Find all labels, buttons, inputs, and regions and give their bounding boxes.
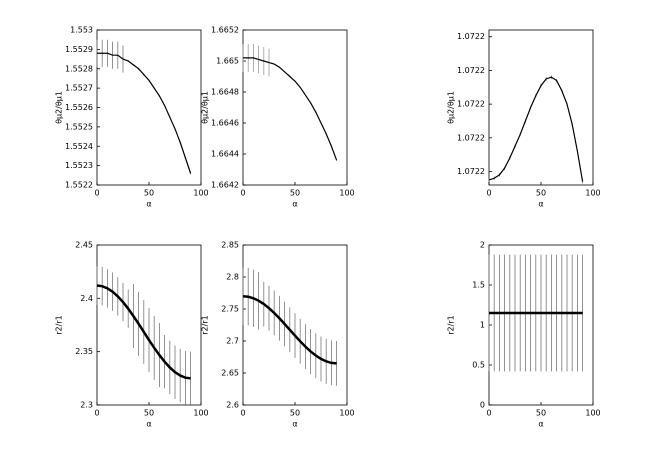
x-axis-label: α (538, 420, 543, 429)
y-tick-label: 1.5529 (65, 45, 93, 54)
y-tick-label: 1.5522 (65, 181, 93, 190)
curve (243, 57, 338, 161)
x-tick-label: 0 (486, 409, 491, 418)
x-tick-label: 50 (536, 409, 546, 418)
y-tick-label: 2.35 (75, 347, 93, 356)
y-axis-label: θμ2/θμ1 (201, 91, 210, 124)
y-tick-label: 1.0722 (457, 66, 485, 75)
curve (96, 284, 191, 380)
x-tick-label: 100 (585, 189, 600, 198)
x-tick-label: 0 (240, 189, 245, 198)
y-tick-label: 2.6 (226, 401, 239, 410)
x-tick-label: 0 (94, 189, 99, 198)
y-tick-label: 1.6646 (211, 119, 239, 128)
y-tick-label: 2.7 (226, 337, 239, 346)
y-axis-label: θμ2/θμ1 (447, 91, 456, 124)
y-tick-label: 1.0722 (457, 133, 485, 142)
y-tick-label: 2.45 (75, 241, 93, 250)
y-tick-label: 2 (480, 241, 485, 250)
axes-box (488, 29, 594, 186)
y-axis-label: r2/r1 (201, 315, 210, 334)
y-tick-label: 2.85 (221, 241, 239, 250)
x-tick-label: 0 (94, 409, 99, 418)
x-axis-label: α (292, 420, 297, 429)
y-tick-label: 0 (480, 401, 485, 410)
x-tick-label: 50 (536, 189, 546, 198)
y-tick-label: 2.75 (221, 305, 239, 314)
y-tick-label: 1.5527 (65, 84, 93, 93)
y-tick-label: 1.5524 (65, 142, 93, 151)
x-tick-label: 50 (290, 409, 300, 418)
y-tick-label: 1.5 (472, 281, 485, 290)
x-axis-label: α (146, 420, 151, 429)
x-tick-label: 100 (339, 189, 354, 198)
curve (488, 76, 584, 182)
y-tick-label: 2.65 (221, 369, 239, 378)
x-tick-label: 50 (290, 189, 300, 198)
x-tick-label: 100 (193, 189, 208, 198)
y-tick-label: 1.6648 (211, 88, 239, 97)
y-tick-label: 1.0722 (457, 167, 485, 176)
x-axis-label: α (146, 200, 151, 209)
y-axis-label: θμ2/θμ1 (55, 91, 64, 124)
y-tick-label: 0.5 (472, 361, 485, 370)
y-axis-label: r2/r1 (55, 315, 64, 334)
x-tick-label: 0 (486, 189, 491, 198)
y-tick-label: 1.5525 (65, 122, 93, 131)
y-axis-label: r2/r1 (447, 315, 456, 334)
y-tick-label: 1.6652 (211, 26, 239, 35)
y-tick-label: 2.8 (226, 273, 239, 282)
x-tick-label: 50 (144, 189, 154, 198)
x-tick-label: 100 (193, 409, 208, 418)
y-tick-label: 1.6642 (211, 181, 239, 190)
x-axis-label: α (538, 200, 543, 209)
y-tick-label: 1 (480, 321, 485, 330)
y-tick-label: 1.0722 (457, 100, 485, 109)
curve (242, 294, 337, 365)
x-tick-label: 100 (585, 409, 600, 418)
y-tick-label: 1.0722 (457, 32, 485, 41)
y-tick-label: 1.665 (216, 57, 239, 66)
x-axis-label: α (292, 200, 297, 209)
y-tick-label: 1.553 (70, 26, 93, 35)
y-tick-label: 1.5528 (65, 64, 93, 73)
x-tick-label: 0 (240, 409, 245, 418)
y-tick-label: 1.6644 (211, 150, 239, 159)
y-tick-label: 1.5523 (65, 161, 93, 170)
y-tick-label: 2.4 (80, 294, 93, 303)
x-tick-label: 100 (339, 409, 354, 418)
y-tick-label: 2.3 (80, 401, 93, 410)
curve (97, 52, 192, 174)
x-tick-label: 50 (144, 409, 154, 418)
y-tick-label: 1.5526 (65, 103, 93, 112)
